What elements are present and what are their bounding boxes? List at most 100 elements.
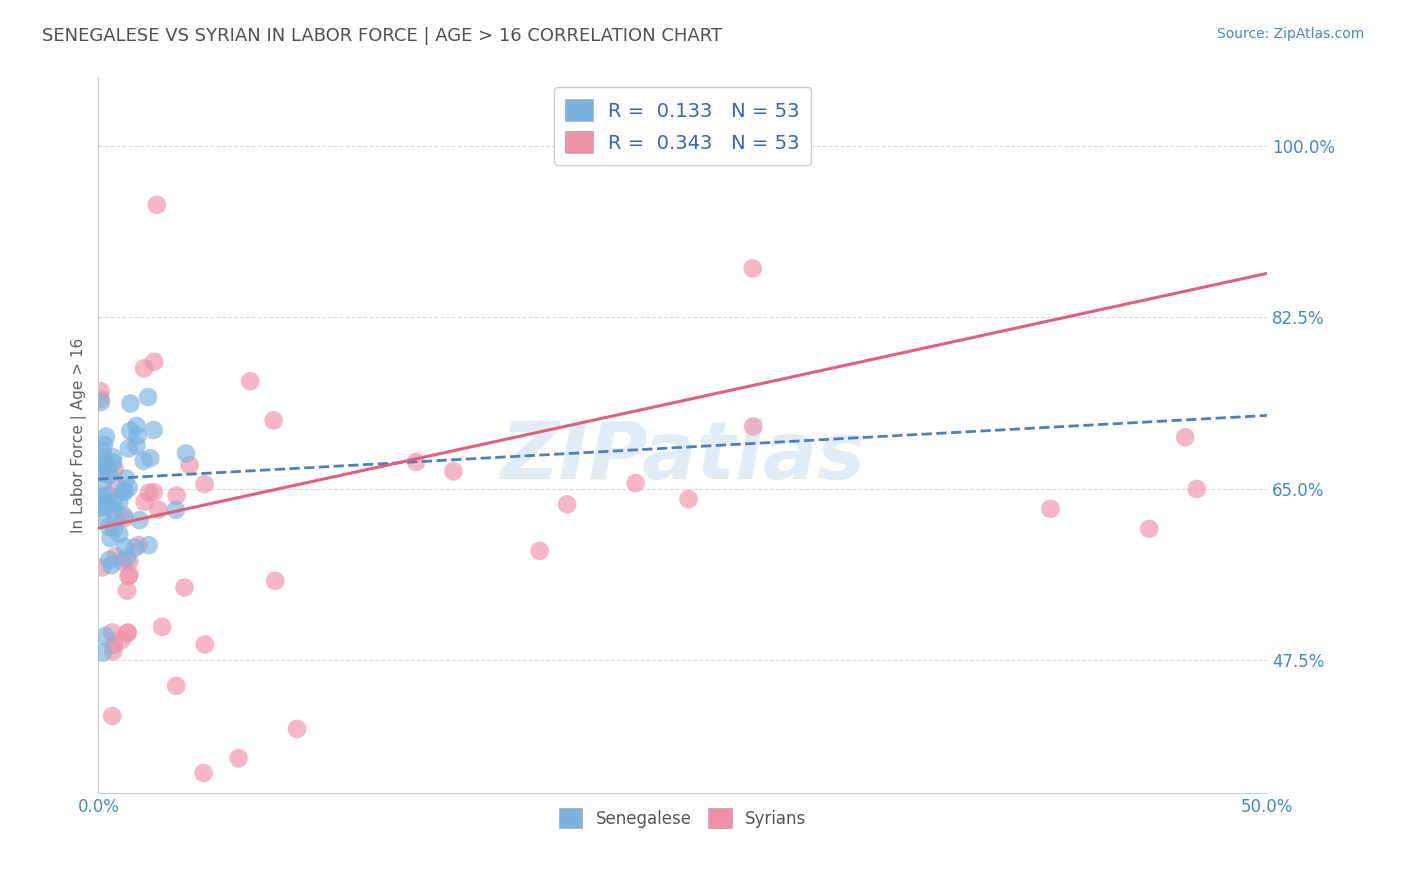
Point [97,519,120,533]
Point [150,620,173,634]
Point [103,495,125,509]
Point [115,551,138,566]
Point [165,503,187,517]
Point [105,479,128,493]
Point [115,471,138,485]
Point [125,439,148,453]
Point [96,459,118,474]
Point [139,451,162,466]
Point [90,392,112,406]
Point [120,396,142,410]
Point [93,438,115,452]
Legend: Senegalese, Syrians: Senegalese, Syrians [553,802,813,834]
Point [166,489,188,503]
Point [97,463,120,477]
Point [132,361,155,376]
Point [115,626,138,640]
Point [101,625,124,640]
Point [117,625,139,640]
Point [228,751,250,765]
Point [91,489,114,503]
Point [405,455,427,469]
Point [127,429,149,443]
Point [128,513,150,527]
Point [142,485,165,500]
Point [1039,501,1062,516]
Point [112,484,135,499]
Point [125,419,148,434]
Point [90,384,112,399]
Point [128,538,150,552]
Point [138,485,160,500]
Point [112,511,135,525]
Point [263,413,285,427]
Point [103,450,125,465]
Point [264,574,287,588]
Point [93,475,115,490]
Point [103,644,125,658]
Point [529,544,551,558]
Point [110,633,132,648]
Point [179,458,201,472]
Point [97,495,120,509]
Point [741,261,763,276]
Point [89,500,111,515]
Point [115,583,138,598]
Point [90,395,112,409]
Point [101,456,124,470]
Point [94,629,117,643]
Point [148,502,170,516]
Point [118,481,141,495]
Point [91,646,114,660]
Point [104,462,127,476]
Point [108,527,131,541]
Point [91,467,114,481]
Point [91,509,114,524]
Text: SENEGALESE VS SYRIAN IN LABOR FORCE | AGE > 16 CORRELATION CHART: SENEGALESE VS SYRIAN IN LABOR FORCE | AG… [42,27,723,45]
Point [93,450,115,465]
Point [143,355,166,369]
Point [101,503,124,517]
Point [112,508,135,523]
Point [193,477,215,491]
Point [120,424,142,438]
Point [97,488,120,502]
Point [118,442,141,456]
Point [103,638,125,652]
Point [104,549,127,564]
Point [136,390,159,404]
Point [105,512,128,526]
Point [555,497,578,511]
Point [91,560,114,574]
Point [108,495,131,509]
Point [194,638,217,652]
Point [111,555,134,569]
Point [98,553,121,567]
Point [441,464,464,478]
Y-axis label: In Labor Force | Age > 16: In Labor Force | Age > 16 [72,337,87,533]
Point [239,374,262,388]
Point [117,569,139,583]
Point [101,709,124,723]
Point [94,429,117,443]
Point [173,581,195,595]
Point [193,766,215,780]
Point [132,454,155,468]
Text: Source: ZipAtlas.com: Source: ZipAtlas.com [1216,27,1364,41]
Point [285,722,308,736]
Point [142,423,165,437]
Point [134,495,156,509]
Point [114,484,136,499]
Point [114,540,136,554]
Point [96,500,118,514]
Point [1185,482,1208,496]
Text: ZIPatlas: ZIPatlas [501,417,865,495]
Point [98,468,121,483]
Point [91,444,114,458]
Point [93,456,115,470]
Point [742,419,765,434]
Point [146,198,169,212]
Point [138,538,160,552]
Point [89,491,111,505]
Point [124,541,146,555]
